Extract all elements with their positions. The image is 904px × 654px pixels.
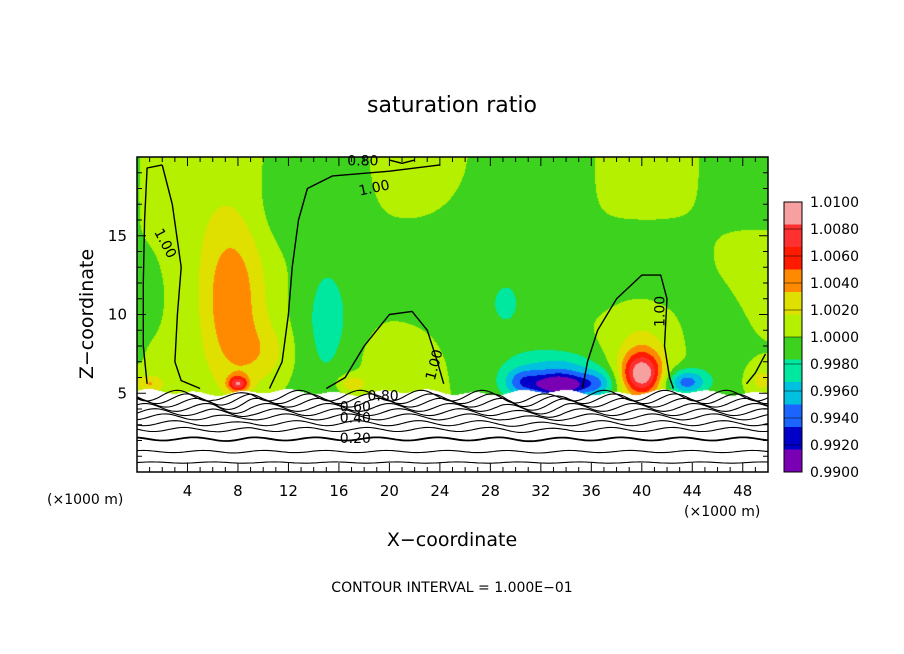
x-axis-ticks: 4 8 12 16 20 24 28 32 36 40 44 48 bbox=[149, 157, 756, 500]
y-axis-label: Z−coordinate bbox=[76, 249, 98, 379]
contour-label: 0.60 bbox=[340, 399, 371, 415]
colorbar-swatch bbox=[784, 382, 802, 405]
lower-contour-lines bbox=[137, 389, 768, 464]
x-tick-label: 16 bbox=[329, 482, 348, 500]
contour-line bbox=[137, 420, 768, 427]
colorbar-swatch bbox=[784, 359, 802, 383]
contour-interval-note: CONTOUR INTERVAL = 1.000E−01 bbox=[331, 580, 572, 596]
colorbar-label: 1.0000 bbox=[810, 330, 859, 346]
x-axis-label: X−coordinate bbox=[387, 529, 517, 551]
x-tick-label: 8 bbox=[233, 482, 243, 500]
contour-line bbox=[137, 426, 768, 433]
colorbar-label: 1.0060 bbox=[810, 249, 859, 265]
colorbar-label: 1.0080 bbox=[810, 222, 859, 238]
colorbar-swatch bbox=[784, 314, 802, 338]
contour-line bbox=[137, 402, 768, 415]
contour-line bbox=[137, 461, 768, 464]
contour-line-1-00 bbox=[161, 164, 201, 390]
colorbar-label: 1.0100 bbox=[810, 195, 859, 211]
contour-line bbox=[137, 436, 768, 443]
y-tick-label: 5 bbox=[117, 384, 127, 402]
contour-line bbox=[137, 389, 768, 404]
colorbar-label: 1.0040 bbox=[810, 276, 859, 292]
y-tick-label: 10 bbox=[108, 306, 127, 324]
contour-label: 0.80 bbox=[347, 154, 378, 170]
colorbar-label: 0.9980 bbox=[810, 357, 859, 373]
colorbar-swatch bbox=[784, 449, 802, 473]
colorbar-swatch bbox=[784, 337, 802, 360]
y-tick-label: 15 bbox=[108, 227, 127, 245]
colorbar-swatch bbox=[784, 202, 802, 225]
contour-line bbox=[137, 393, 768, 408]
contour-line-1-00 bbox=[325, 310, 445, 390]
x-tick-label: 48 bbox=[733, 482, 752, 500]
x-tick-label: 12 bbox=[279, 482, 298, 500]
x-axis-unit-label-right: (×1000 m) bbox=[684, 504, 760, 520]
plot-area bbox=[137, 157, 768, 472]
contour-line-1-00 bbox=[389, 159, 415, 164]
colorbar-label: 0.9940 bbox=[810, 411, 859, 427]
contour-line bbox=[137, 449, 768, 454]
contour-line bbox=[137, 413, 768, 421]
colorbar-swatch bbox=[784, 404, 802, 428]
x-tick-label: 36 bbox=[582, 482, 601, 500]
colorbar-swatch bbox=[784, 269, 802, 293]
upper-contour-lines bbox=[142, 159, 767, 390]
contour-line-1-00 bbox=[268, 164, 440, 389]
saturation-field bbox=[137, 157, 768, 472]
contour-line-1-00 bbox=[142, 164, 163, 384]
x-tick-label: 44 bbox=[683, 482, 702, 500]
colorbar: 1.0100 1.0080 1.0060 1.0040 1.0020 1.0000 0.99… bbox=[783, 195, 859, 481]
contour-line-1-00 bbox=[745, 353, 767, 385]
x-tick-label: 4 bbox=[183, 482, 193, 500]
colorbar-swatch bbox=[784, 427, 802, 450]
x-tick-label: 32 bbox=[531, 482, 550, 500]
colorbar-swatch bbox=[784, 292, 802, 315]
x-tick-label: 40 bbox=[632, 482, 651, 500]
contour-label: 1.00 bbox=[423, 348, 447, 382]
contour-label: 0.40 bbox=[340, 410, 371, 426]
y-axis-ticks: 5 10 15 bbox=[108, 172, 768, 457]
colorbar-swatch bbox=[784, 224, 802, 248]
contour-label: 1.00 bbox=[653, 296, 669, 327]
x-tick-label: 28 bbox=[481, 482, 500, 500]
colorbar-label: 0.9920 bbox=[810, 438, 859, 454]
contour-label: 0.80 bbox=[368, 388, 399, 404]
contour-line-1-00 bbox=[581, 274, 675, 389]
contour-line bbox=[137, 408, 768, 418]
contour-label: 0.20 bbox=[340, 431, 371, 447]
chart-title: saturation ratio bbox=[367, 93, 537, 118]
x-tick-label: 20 bbox=[380, 482, 399, 500]
x-axis-unit-label-left: (×1000 m) bbox=[47, 492, 123, 508]
colorbar-label: 0.9900 bbox=[810, 465, 859, 481]
colorbar-swatch bbox=[784, 247, 802, 270]
colorbar-label: 0.9960 bbox=[810, 384, 859, 400]
x-tick-label: 24 bbox=[430, 482, 449, 500]
colorbar-label: 1.0020 bbox=[810, 303, 859, 319]
contour-label: 1.00 bbox=[357, 177, 391, 199]
